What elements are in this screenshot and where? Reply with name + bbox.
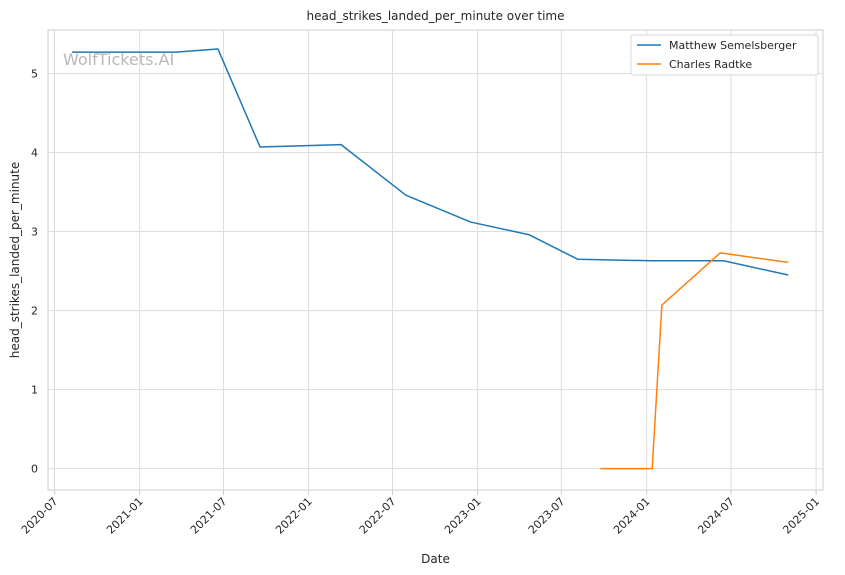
x-tick-label: 2025-01 bbox=[780, 495, 822, 537]
series-layer bbox=[72, 48, 789, 470]
x-tick-label: 2023-01 bbox=[442, 495, 484, 537]
grid-lines bbox=[48, 30, 823, 495]
chart-title: head_strikes_landed_per_minute over time bbox=[306, 9, 564, 23]
x-tick-label: 2024-01 bbox=[611, 495, 653, 537]
y-tick-label: 3 bbox=[31, 226, 38, 239]
watermark-text: WolfTickets.AI bbox=[63, 50, 174, 69]
x-tick-label: 2023-07 bbox=[526, 495, 568, 537]
y-axis-label: head_strikes_landed_per_minute bbox=[8, 162, 22, 359]
x-tick-label: 2022-01 bbox=[273, 495, 315, 537]
x-tick-label: 2021-07 bbox=[188, 495, 230, 537]
y-tick-label: 5 bbox=[31, 67, 38, 80]
x-tick-label: 2020-07 bbox=[19, 495, 61, 537]
y-tick-label: 1 bbox=[31, 384, 38, 397]
x-tick-label: 2021-01 bbox=[104, 495, 146, 537]
legend-box bbox=[630, 34, 819, 76]
series-line-charles-radtke bbox=[600, 252, 789, 470]
x-tick-label: 2022-07 bbox=[357, 495, 399, 537]
y-tick-label: 0 bbox=[31, 463, 38, 476]
plot-area bbox=[47, 29, 824, 491]
y-tick-label: 4 bbox=[31, 147, 38, 160]
series-line-matthew-semelsberger bbox=[72, 48, 789, 276]
y-tick-label: 2 bbox=[31, 305, 38, 318]
legend: Matthew Semelsberger Charles Radtke bbox=[630, 34, 819, 76]
legend-label-semelsberger: Matthew Semelsberger bbox=[669, 39, 797, 52]
legend-label-radtke: Charles Radtke bbox=[669, 58, 752, 71]
x-tick-label: 2024-07 bbox=[695, 495, 737, 537]
x-axis-label: Date bbox=[421, 552, 450, 566]
